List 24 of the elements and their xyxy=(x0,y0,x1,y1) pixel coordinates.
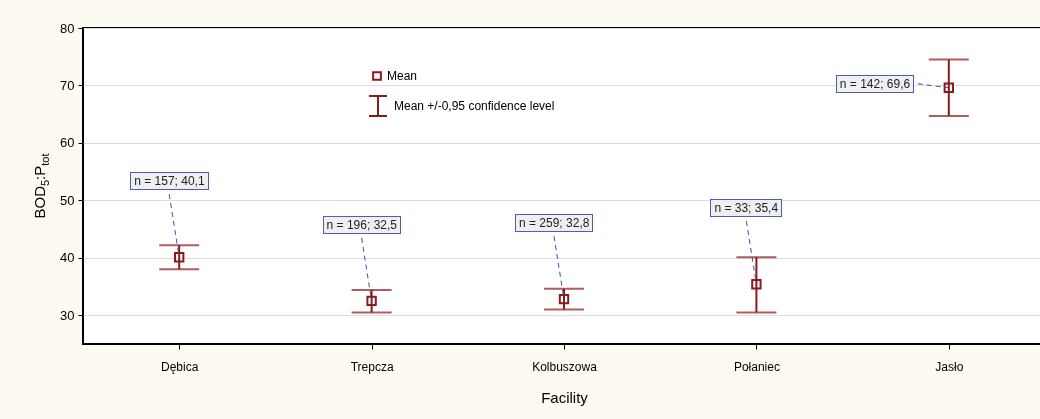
y-tick-label: 40 xyxy=(60,250,75,266)
annotation: Mean +/-0,95 confidence level xyxy=(394,99,555,113)
point xyxy=(558,294,570,305)
y-tick-label: 30 xyxy=(60,307,75,323)
x-tick-label: Kolbuszowa xyxy=(532,359,598,374)
x-axis-title: Facility xyxy=(541,388,589,406)
annotation: n = 196; 32,5 xyxy=(322,215,401,234)
point xyxy=(751,279,762,290)
y-tick-label: 80 xyxy=(60,20,75,36)
annotation: n = 259; 32,8 xyxy=(515,214,594,233)
annotation: n = 33; 35,4 xyxy=(710,199,783,218)
x-tick-label: Jasło xyxy=(935,359,964,374)
y-tick-label: 60 xyxy=(60,135,75,151)
point xyxy=(366,295,377,307)
point xyxy=(174,252,185,263)
annotation: n = 142; 69,6 xyxy=(835,74,915,93)
annotation: n = 157; 40,1 xyxy=(130,172,209,191)
x-tick-label: Dębica xyxy=(161,359,199,374)
point xyxy=(943,82,954,93)
x-tick-label: Trepcza xyxy=(350,359,394,374)
y-tick-label: 70 xyxy=(60,77,75,93)
legend-label: Mean xyxy=(387,69,418,83)
x-tick-label: Połaniec xyxy=(733,359,780,374)
y-tick-label: 50 xyxy=(60,192,75,208)
